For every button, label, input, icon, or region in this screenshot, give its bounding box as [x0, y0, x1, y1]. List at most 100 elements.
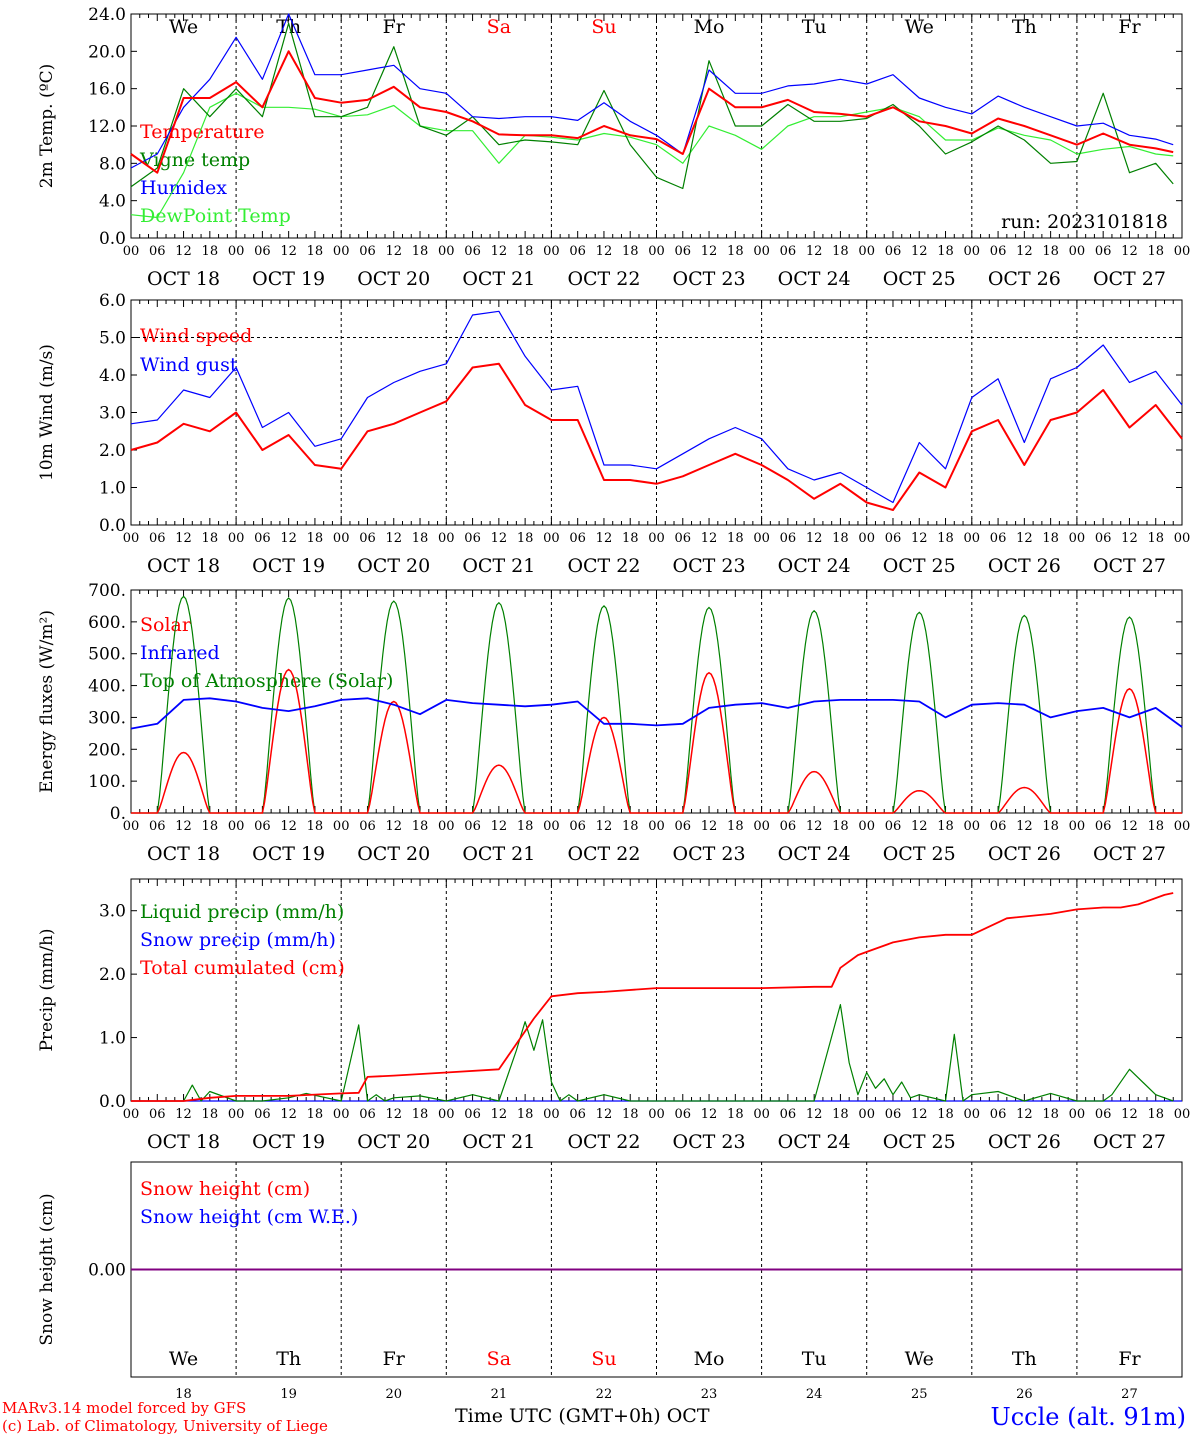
- temp-hour-tick-label: 18: [727, 244, 744, 259]
- energy-hour-tick-label: 00: [648, 819, 665, 834]
- precip-date-label: OCT 25: [883, 1131, 956, 1153]
- wind-hour-tick-label: 00: [543, 531, 560, 546]
- energy-hour-tick-label: 00: [333, 819, 350, 834]
- day-number-label: 19: [280, 1387, 297, 1402]
- wind-hour-tick-label: 06: [569, 531, 586, 546]
- precip-date-label: OCT 20: [357, 1131, 430, 1153]
- energy-date-label: OCT 22: [567, 843, 640, 865]
- temp-hour-tick-label: 18: [202, 244, 219, 259]
- precip-hour-tick-label: 06: [885, 1107, 902, 1122]
- energy-ytick-label: 600.: [88, 613, 126, 633]
- wind-hour-tick-label: 18: [202, 531, 219, 546]
- wind-hour-tick-label: 00: [648, 531, 665, 546]
- temp-hour-tick-label: 18: [1147, 244, 1164, 259]
- temp-hour-tick-label: 00: [123, 244, 140, 259]
- wind-ytick-label: 1.0: [99, 479, 126, 499]
- energy-date-label: OCT 21: [462, 843, 535, 865]
- wind-date-label: OCT 24: [778, 555, 851, 577]
- precip-legend-entry: Liquid precip (mm/h): [140, 901, 344, 923]
- precip-hour-tick-label: 18: [1147, 1107, 1164, 1122]
- temp-hour-tick-label: 12: [491, 244, 508, 259]
- temp-weekday-label: Fr: [1118, 16, 1141, 38]
- precip-hour-tick-label: 00: [1069, 1107, 1086, 1122]
- precip-hour-tick-label: 12: [1016, 1107, 1033, 1122]
- precip-hour-tick-label: 18: [412, 1107, 429, 1122]
- temp-hour-tick-label: 06: [569, 244, 586, 259]
- temp-hour-tick-label: 12: [280, 244, 297, 259]
- precip-legend-entry: Total cumulated (cm): [140, 957, 345, 979]
- precip-hour-tick-label: 06: [1095, 1107, 1112, 1122]
- precip-hour-tick-label: 00: [333, 1107, 350, 1122]
- wind-hour-tick-label: 12: [175, 531, 192, 546]
- wind-ytick-label: 6.0: [99, 291, 126, 311]
- wind-hour-tick-label: 12: [596, 531, 613, 546]
- temp-weekday-label: Su: [591, 16, 616, 38]
- wind-hour-tick-label: 12: [1121, 531, 1138, 546]
- temp-hour-tick-label: 00: [1174, 244, 1191, 259]
- precip-hour-tick-label: 18: [517, 1107, 534, 1122]
- temp-weekday-label: Tu: [802, 16, 827, 38]
- model-credit-line1: MARv3.14 model forced by GFS: [2, 1399, 247, 1417]
- energy-hour-tick-label: 06: [1095, 819, 1112, 834]
- temp-weekday-label: We: [169, 16, 198, 38]
- wind-hour-tick-label: 00: [964, 531, 981, 546]
- temp-date-label: OCT 24: [778, 268, 851, 290]
- wind-hour-tick-label: 06: [254, 531, 271, 546]
- energy-hour-tick-label: 12: [911, 819, 928, 834]
- temp-date-label: OCT 27: [1093, 268, 1166, 290]
- energy-hour-tick-label: 00: [438, 819, 455, 834]
- precip-hour-tick-label: 18: [937, 1107, 954, 1122]
- day-number-label: 27: [1121, 1387, 1138, 1402]
- energy-hour-tick-label: 18: [412, 819, 429, 834]
- energy-hour-tick-label: 12: [280, 819, 297, 834]
- energy-ylabel: Energy fluxes (W/m²): [37, 610, 57, 793]
- liquid-precip-line: [131, 1003, 1174, 1102]
- temp-hour-tick-label: 18: [1042, 244, 1059, 259]
- energy-ytick-label: 200.: [88, 740, 126, 760]
- wind-hour-tick-label: 12: [701, 531, 718, 546]
- temp-hour-tick-label: 12: [385, 244, 402, 259]
- energy-hour-tick-label: 18: [622, 819, 639, 834]
- energy-hour-tick-label: 12: [491, 819, 508, 834]
- energy-date-label: OCT 27: [1093, 843, 1166, 865]
- wind-hour-tick-label: 18: [412, 531, 429, 546]
- temp-ytick-label: 16.0: [88, 80, 126, 100]
- temp-date-label: OCT 25: [883, 268, 956, 290]
- temp-weekday-label: Th: [276, 16, 301, 38]
- vigne-temp-line: [130, 22, 1174, 190]
- wind-ylabel: 10m Wind (m/s): [37, 344, 57, 481]
- temp-hour-tick-label: 06: [1095, 244, 1112, 259]
- wind-hour-tick-label: 18: [727, 531, 744, 546]
- temp-date-label: OCT 19: [252, 268, 325, 290]
- model-credit: MARv3.14 model forced by GFS (c) Lab. of…: [2, 1399, 328, 1435]
- wind-hour-tick-label: 06: [885, 531, 902, 546]
- wind-hour-tick-label: 00: [1069, 531, 1086, 546]
- energy-hour-tick-label: 00: [123, 819, 140, 834]
- wind-date-label: OCT 25: [883, 555, 956, 577]
- wind-date-label: OCT 22: [567, 555, 640, 577]
- energy-ytick-label: 700.: [88, 581, 126, 601]
- temp-date-label: OCT 18: [147, 268, 220, 290]
- energy-ytick-label: 300.: [88, 708, 126, 728]
- wind-hour-tick-label: 00: [228, 531, 245, 546]
- wind-ytick-label: 0.0: [99, 516, 126, 536]
- energy-hour-tick-label: 00: [228, 819, 245, 834]
- precip-legend-entry: Snow precip (mm/h): [140, 929, 336, 951]
- energy-legend-entry: Top of Atmosphere (Solar): [140, 670, 393, 692]
- snow-weekday-label: Mo: [694, 1348, 725, 1370]
- precip-hour-tick-label: 12: [385, 1107, 402, 1122]
- temp-hour-tick-label: 18: [832, 244, 849, 259]
- temp-legend-entry: Temperature: [140, 121, 264, 143]
- energy-hour-tick-label: 00: [1174, 819, 1191, 834]
- wind-hour-tick-label: 18: [1147, 531, 1164, 546]
- snow-weekday-label: Fr: [1118, 1348, 1141, 1370]
- temp-hour-tick-label: 18: [307, 244, 324, 259]
- time-axis-title: Time UTC (GMT+0h) OCT: [455, 1405, 710, 1427]
- precip-date-label: OCT 22: [567, 1131, 640, 1153]
- energy-hour-tick-label: 18: [727, 819, 744, 834]
- wind-gust-line: [130, 310, 1183, 504]
- temp-weekday-label: We: [905, 16, 934, 38]
- temp-hour-tick-label: 06: [780, 244, 797, 259]
- energy-hour-tick-label: 12: [806, 819, 823, 834]
